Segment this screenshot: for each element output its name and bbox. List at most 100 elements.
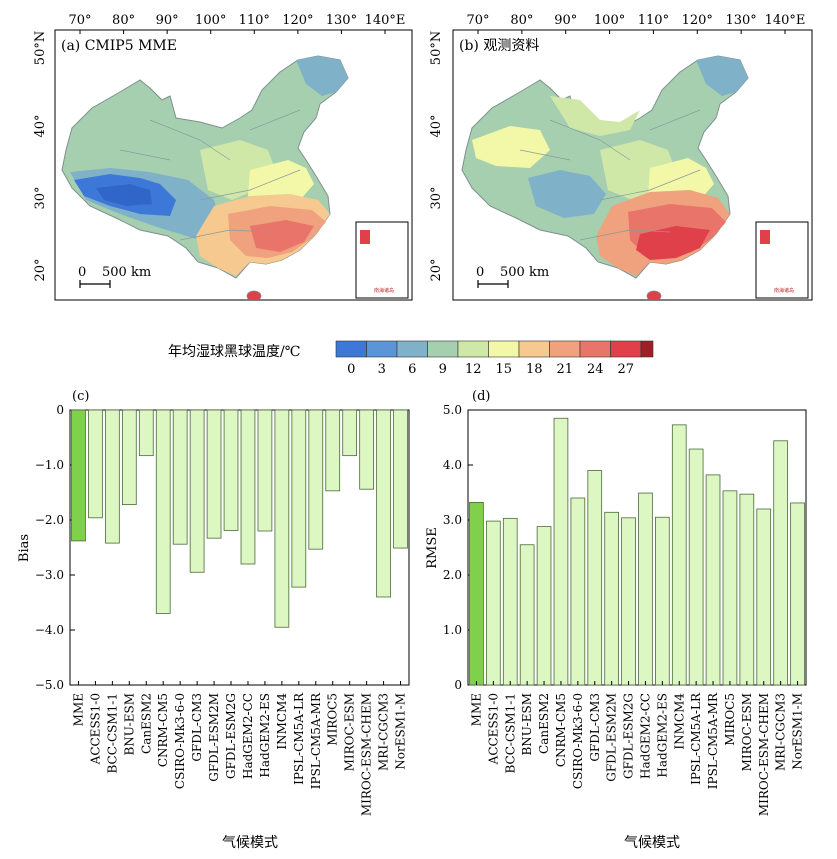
- colorbar-tick-label: 6: [408, 362, 416, 377]
- x-tick-label: MRI-CGCM3: [774, 693, 788, 771]
- lat-labels-a: 50°N 40° 30° 20°: [33, 31, 48, 282]
- x-tick-label: MME: [71, 693, 85, 726]
- bar-BNU-ESM: [121, 409, 137, 505]
- x-tick-label: CNRM-CM5: [554, 693, 568, 767]
- lon-label: 80°: [510, 13, 533, 28]
- lon-label: 120°: [682, 13, 713, 28]
- x-tick-label: CNRM-CM5: [156, 693, 170, 767]
- lat-label: 30°: [429, 186, 444, 209]
- x-tick-label: MME: [469, 693, 483, 726]
- lon-label: 70°: [466, 13, 489, 28]
- bar-BCC-CSM1-1: [105, 409, 120, 544]
- bar-MME: [469, 501, 484, 686]
- bar-INMCM4: [671, 424, 687, 686]
- panel-label-d: (d): [472, 389, 490, 404]
- bar-IPSL-CM5A-MR: [308, 409, 324, 550]
- scale-label-a: 500 km: [102, 265, 151, 280]
- panel-label-c: (c): [72, 389, 89, 404]
- bar-GFDL-ESM2G: [223, 409, 239, 531]
- colorbar-tick-label: 21: [556, 362, 573, 377]
- bar-MIROC-ESM: [739, 493, 755, 686]
- bar-CanESM2: [536, 526, 552, 686]
- bar-ACCESS1-0: [486, 520, 501, 686]
- x-tick-label: BCC-CSM1-1: [503, 693, 517, 773]
- colorbar-tick-label: 12: [465, 362, 482, 377]
- lon-label: 120°: [282, 13, 313, 28]
- x-tick-label: GFDL-CM3: [588, 693, 602, 762]
- x-tick-label: MIROC-ESM: [343, 693, 357, 771]
- bar-HadGEM2-ES: [655, 516, 670, 686]
- lon-label: 110°: [638, 13, 669, 28]
- x-tick-label: HadGEM2-CC: [241, 693, 255, 779]
- y-tick-label: 5.0: [443, 403, 462, 417]
- x-tick-label: IPSL-CM5A-LR: [292, 692, 306, 785]
- lon-labels-a: 70° 80° 90° 100° 110° 120° 130° 140°E: [68, 13, 405, 34]
- bar-GFDL-CM3: [587, 470, 603, 686]
- xlabel-c: 气候模式: [222, 835, 278, 851]
- bar-chart-c: (c) Bias 气候模式 0 −1.0 −2.0 −3.0 −4.0 −5.0 MME AC…: [17, 389, 410, 851]
- inset-map-a: 南海诸岛: [355, 221, 409, 299]
- bar-chart-d: (d) RMSE 气候模式 0 1.0 2.0 3.0 4.0 5.0 MME ACCESS1…: [425, 389, 807, 851]
- lat-label: 20°: [429, 258, 444, 281]
- x-tick-label: BNU-ESM: [122, 693, 136, 756]
- x-tick-label: MIROC-ESM-CHEM: [757, 693, 771, 816]
- x-tick-label: HadGEM2-ES: [655, 693, 669, 778]
- bar-MIROC5: [325, 409, 341, 492]
- bar-GFDL-CM3: [189, 409, 205, 573]
- bar-INMCM4: [274, 409, 290, 628]
- bar-CanESM2: [138, 409, 154, 457]
- colorbar-swatch: [579, 340, 611, 358]
- x-tick-label: GFDL-ESM2G: [622, 693, 636, 779]
- bar-HadGEM2-CC: [638, 492, 653, 686]
- lon-label: 130°: [326, 13, 357, 28]
- y-tick-label: −5.0: [35, 678, 64, 692]
- colorbar-swatch: [488, 340, 520, 358]
- y-tick-label: 3.0: [443, 513, 462, 527]
- colorbar-swatch: [335, 340, 367, 358]
- scale-label-b: 500 km: [500, 265, 549, 280]
- lat-label: 40°: [33, 114, 48, 137]
- bar-BNU-ESM: [519, 544, 535, 686]
- bar-NorESM1-M: [790, 502, 805, 686]
- bar-MME: [71, 409, 86, 542]
- x-tick-label: CSIRO-Mk3-6-0: [571, 693, 585, 789]
- colorbar-tick-label: 3: [378, 362, 386, 377]
- y-tick-label: 4.0: [443, 458, 462, 472]
- x-tick-label: IPSL-CM5A-MR: [309, 692, 323, 789]
- x-tick-label: MIROC5: [326, 693, 340, 746]
- x-tick-label: BCC-CSM1-1: [105, 693, 119, 773]
- lon-label: 130°: [725, 13, 756, 28]
- scale-bar-a: 0 500 km: [78, 265, 151, 288]
- y-tick-label: −4.0: [35, 623, 64, 637]
- colorbar-swatch: [427, 340, 459, 358]
- x-tick-label: GFDL-ESM2M: [207, 693, 221, 782]
- bar-MRI-CGCM3: [773, 440, 788, 686]
- map-panel-a: 南海诸岛 0 500 km (a) CMIP5 MME 70° 80° 90° 100…: [33, 13, 413, 301]
- lon-label: 90°: [156, 13, 179, 28]
- colorbar-swatch: [610, 340, 642, 358]
- lat-label: 50°N: [429, 31, 444, 65]
- colorbar-tick-label: 0: [347, 362, 355, 377]
- x-tick-label: ACCESS1-0: [88, 693, 102, 765]
- panel-label-a: (a) CMIP5 MME: [61, 38, 177, 54]
- bar-IPSL-CM5A-LR: [688, 448, 704, 686]
- lon-label: 90°: [554, 13, 577, 28]
- lon-label: 110°: [239, 13, 270, 28]
- lon-label: 140°E: [765, 13, 806, 28]
- x-tick-label: MIROC5: [723, 693, 737, 746]
- x-tick-label: NorESM1-M: [394, 693, 408, 770]
- lon-label: 100°: [195, 13, 226, 28]
- x-tick-label: MIROC-ESM: [740, 693, 754, 771]
- scale-zero-a: 0: [78, 265, 86, 280]
- x-tick-label: IPSL-CM5A-LR: [689, 692, 703, 785]
- x-tick-label: CanESM2: [139, 693, 153, 754]
- bar-MIROC-ESM-CHEM: [756, 508, 772, 686]
- bar-NorESM1-M: [393, 409, 408, 549]
- colorbar: 年均湿球黑球温度/℃ 0 3 6 9 12 15 18 21 24 27: [168, 340, 654, 377]
- colorbar-tick-label: 9: [439, 362, 447, 377]
- lon-labels-b: 70° 80° 90° 100° 110° 120° 130° 140°E: [466, 13, 805, 34]
- bar-ACCESS1-0: [88, 409, 103, 519]
- colorbar-swatch: [366, 340, 398, 358]
- bar-GFDL-ESM2M: [206, 409, 222, 539]
- colorbar-swatch: [640, 340, 654, 358]
